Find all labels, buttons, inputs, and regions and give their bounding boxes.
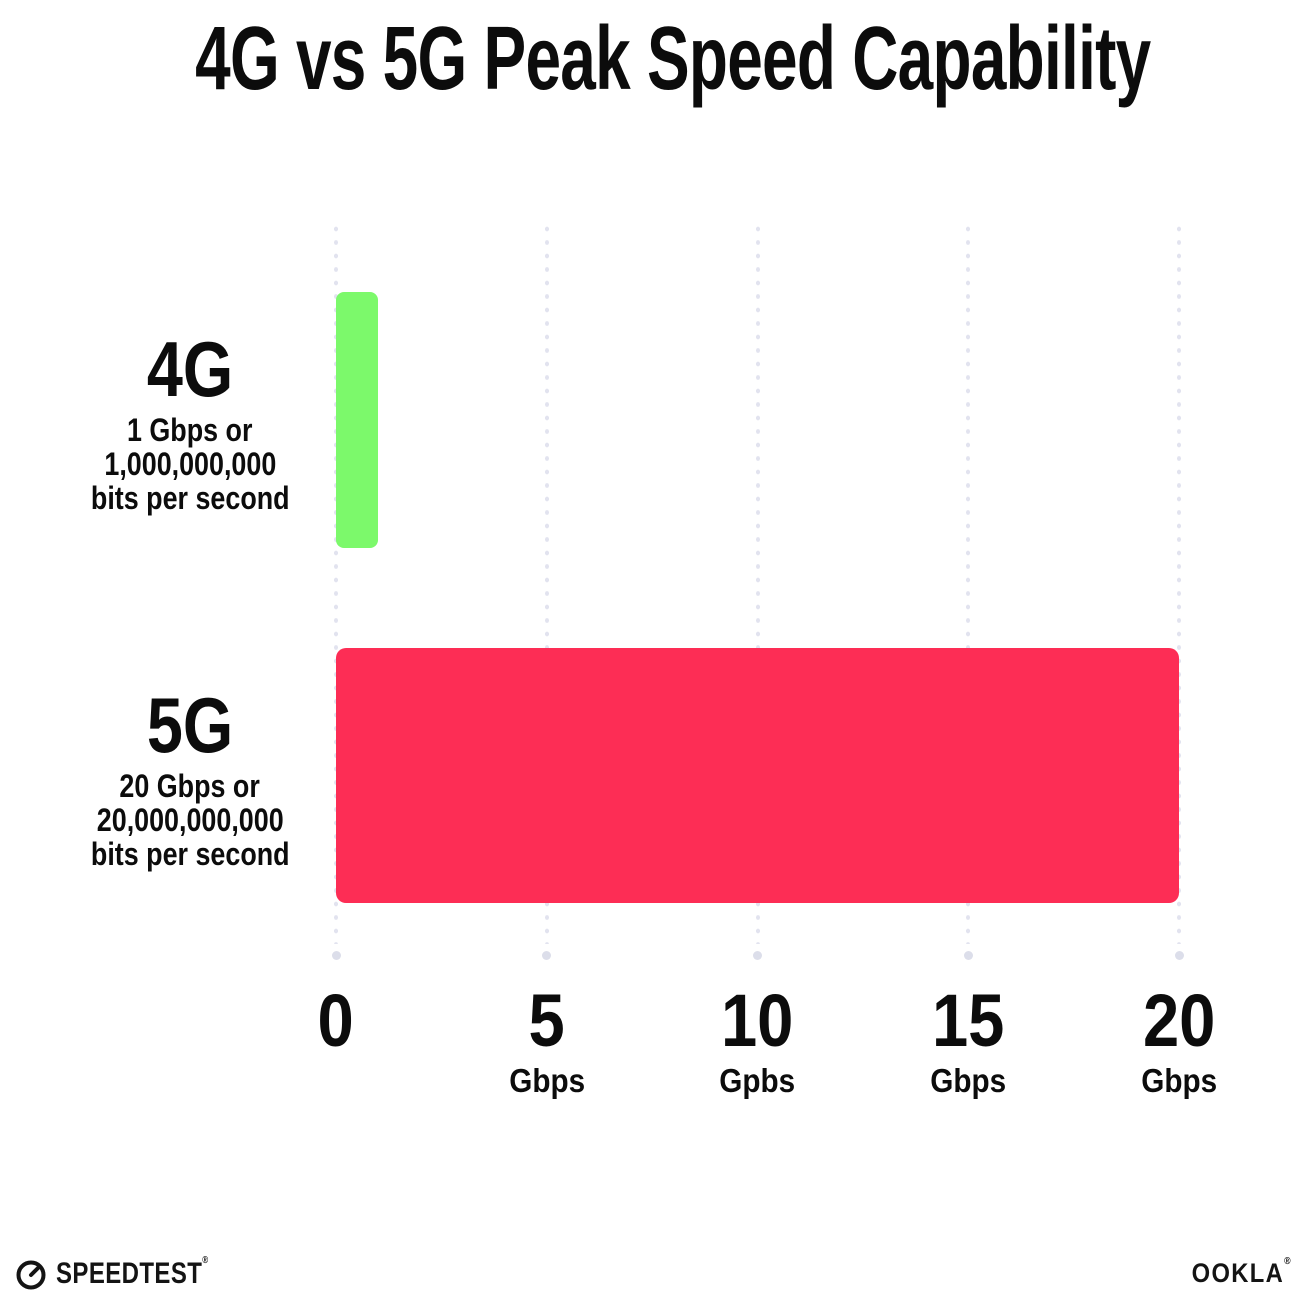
gridline-20 (1177, 222, 1181, 944)
x-tick-unit: Gbps (1141, 1062, 1217, 1099)
x-axis: 0 5 Gbps 10 Gpbs 15 Gbps 20 Gbps (318, 979, 1217, 1104)
x-tick-15: 15 Gbps (848, 979, 1088, 1099)
category-label-4g: 4G (146, 325, 234, 413)
title-bar: 4G vs 5G Peak Speed Capability (0, 9, 1308, 109)
gridline-10 (755, 222, 760, 944)
gridline-end-dot (542, 951, 552, 960)
x-tick-value: 0 (317, 979, 355, 1062)
plot-area (331, 222, 1184, 960)
x-tick-unit: Gbps (508, 1062, 585, 1099)
row-label-5g: 5G 20 Gbps or 20,000,000,000 bits per se… (40, 686, 340, 871)
x-tick-10: 10 Gpbs (638, 979, 878, 1099)
x-tick-0: 0 (216, 984, 456, 1058)
gridline-end-dot (963, 951, 973, 960)
footer: SPEEDTEST® OOKLA® (0, 1250, 1308, 1300)
gridline-end-dot (331, 951, 341, 960)
gridline-end-dot (1174, 951, 1184, 960)
row-label-4g: 4G 1 Gbps or 1,000,000,000 bits per seco… (40, 330, 340, 515)
speedtest-trademark: ® (202, 1255, 209, 1266)
speedometer-icon (16, 1260, 46, 1290)
x-tick-value: 5 (528, 979, 565, 1062)
x-tick-unit: Gbps (930, 1062, 1007, 1099)
gridline-5 (544, 222, 549, 944)
category-sublabel-4g: 1 Gbps or 1,000,000,000 bits per second (90, 412, 290, 516)
category-label-5g: 5G (146, 681, 234, 769)
bar-5g (336, 648, 1179, 903)
ookla-logo: OOKLA® (1178, 1256, 1292, 1289)
gridline-15 (966, 222, 971, 944)
x-tick-unit: Gpbs (719, 1062, 796, 1099)
x-tick-value: 10 (721, 979, 794, 1062)
ookla-trademark: ® (1284, 1256, 1292, 1267)
x-tick-value: 15 (932, 979, 1005, 1062)
x-tick-5: 5 Gbps (427, 979, 667, 1099)
x-tick-20: 20 Gbps (1059, 979, 1299, 1099)
speedtest-logo: SPEEDTEST® (14, 1255, 247, 1292)
bar-4g (336, 292, 379, 548)
category-sublabel-5g: 20 Gbps or 20,000,000,000 bits per secon… (90, 768, 290, 872)
speedtest-wordmark: SPEEDTEST® (56, 1255, 209, 1290)
page-title: 4G vs 5G Peak Speed Capability (195, 9, 1151, 109)
gridline-end-dot (753, 951, 762, 960)
gridline-0 (334, 222, 338, 944)
x-tick-value: 20 (1142, 979, 1216, 1062)
ookla-wordmark: OOKLA® (1191, 1256, 1292, 1288)
